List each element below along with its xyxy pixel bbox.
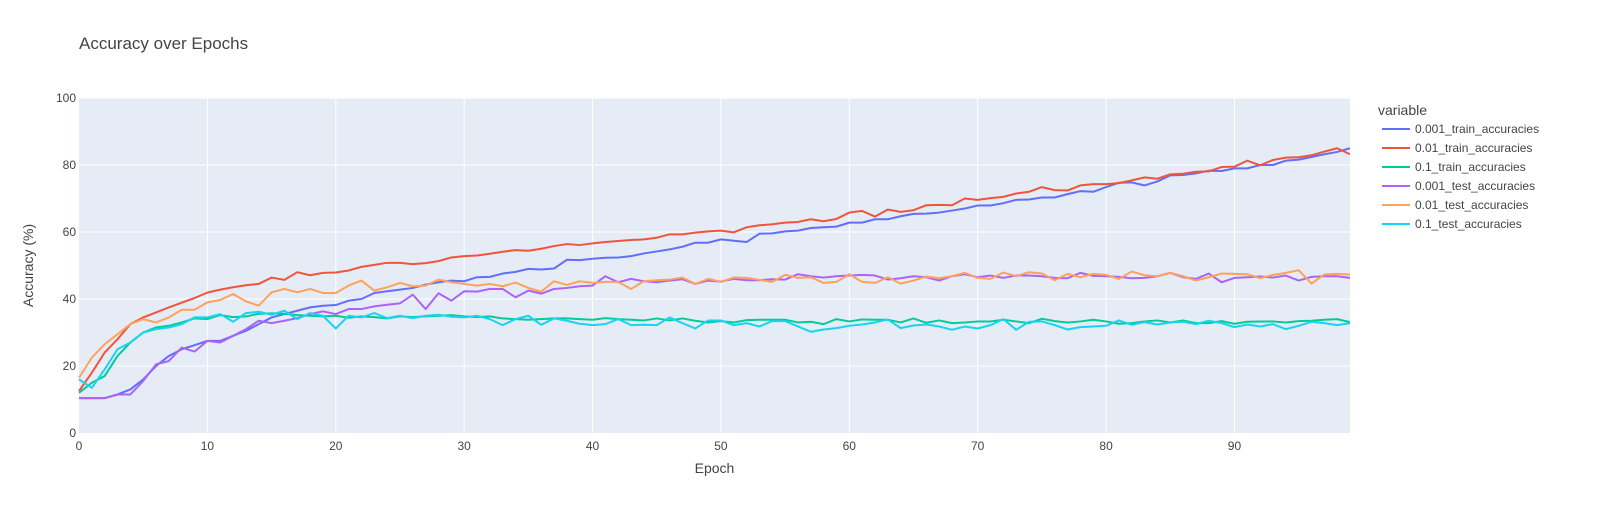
legend: variable 0.001_train_accuracies 0.01_trai… [1378,102,1539,231]
x-tick-label: 10 [201,439,215,453]
legend-item[interactable]: 0.001_test_accuracies [1382,179,1535,193]
grid-lines [79,97,1350,433]
series-line-0-1-test-accuracies [78,309,1351,389]
x-tick-label: 60 [843,439,857,453]
legend-label: 0.01_test_accuracies [1415,198,1528,212]
x-tick-label: 50 [714,439,728,453]
y-tick-label: 80 [63,158,77,172]
legend-label: 0.01_train_accuracies [1415,141,1532,155]
x-tick-label: 0 [76,439,83,453]
y-tick-label: 20 [63,359,77,373]
x-tick-label: 80 [1099,439,1113,453]
series-line-0-001-train-accuracies [79,147,1351,400]
legend-label: 0.001_train_accuracies [1415,122,1539,136]
x-axis-ticks: 0 10 20 30 40 50 60 70 80 90 [76,439,1242,453]
y-axis-ticks: 0 20 40 60 80 100 [56,91,76,440]
y-tick-label: 60 [63,225,77,239]
legend-item[interactable]: 0.1_test_accuracies [1382,217,1522,231]
x-tick-label: 70 [971,439,985,453]
legend-label: 0.001_test_accuracies [1415,179,1535,193]
plot-area [79,98,1350,433]
legend-items: 0.001_train_accuracies 0.01_train_accurac… [1382,122,1539,231]
x-tick-label: 90 [1228,439,1242,453]
y-axis-title: Accuracy (%) [20,224,36,307]
legend-label: 0.1_test_accuracies [1415,217,1522,231]
x-tick-label: 40 [586,439,600,453]
x-tick-label: 20 [329,439,343,453]
y-tick-label: 40 [63,292,77,306]
legend-label: 0.1_train_accuracies [1415,160,1526,174]
series-lines [78,147,1351,400]
x-axis-title: Epoch [695,460,735,476]
legend-item[interactable]: 0.1_train_accuracies [1382,160,1526,174]
legend-item[interactable]: 0.01_train_accuracies [1382,141,1532,155]
y-tick-label: 100 [56,91,76,105]
series-line-0-01-test-accuracies [78,269,1351,379]
legend-title: variable [1378,102,1427,118]
y-tick-label: 0 [69,426,76,440]
series-line-0-01-train-accuracies [78,147,1351,392]
legend-item[interactable]: 0.001_train_accuracies [1382,122,1539,136]
x-tick-label: 30 [457,439,471,453]
chart-title: Accuracy over Epochs [79,34,248,53]
legend-item[interactable]: 0.01_test_accuracies [1382,198,1528,212]
